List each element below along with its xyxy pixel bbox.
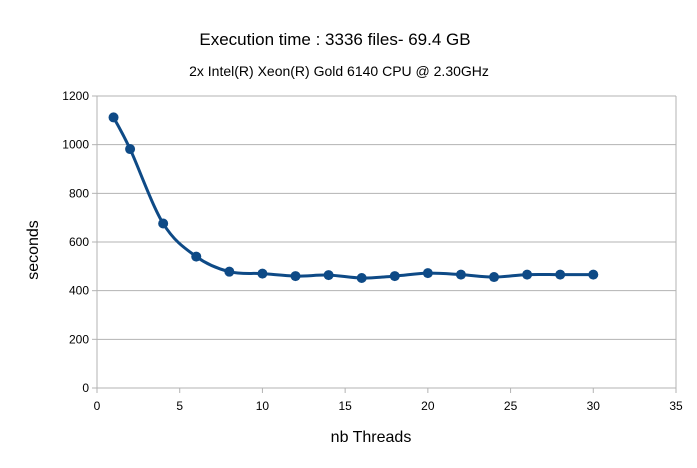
data-point [323, 270, 334, 281]
y-axis-label: seconds [25, 220, 42, 280]
data-point [158, 218, 169, 229]
series-group [108, 112, 599, 284]
data-point [522, 269, 533, 280]
chart-title: Execution time : 3336 files- 69.4 GB [199, 30, 470, 49]
data-point [455, 269, 466, 280]
x-tick-labels: 0 5 10 15 20 25 30 35 [94, 399, 683, 413]
data-point [588, 269, 599, 280]
data-point [290, 271, 301, 282]
y-tick-labels: 0 200 400 600 800 1000 1200 [62, 89, 89, 395]
axes [92, 95, 677, 393]
x-tick-label: 30 [587, 399, 601, 413]
data-point [389, 271, 400, 282]
x-tick-label: 25 [504, 399, 518, 413]
data-point [191, 251, 202, 262]
gridlines [97, 95, 676, 389]
data-point [224, 266, 235, 277]
data-point [489, 272, 500, 283]
y-tick-label: 0 [82, 381, 89, 395]
x-tick-label: 35 [669, 399, 683, 413]
data-point [257, 268, 268, 279]
y-tick-label: 800 [69, 186, 89, 200]
data-point [125, 144, 136, 155]
y-tick-label: 400 [69, 284, 89, 298]
data-point [108, 112, 119, 123]
y-tick-label: 600 [69, 235, 89, 249]
x-tick-label: 0 [94, 399, 101, 413]
series-line [112, 116, 594, 280]
x-tick-label: 15 [338, 399, 352, 413]
x-tick-label: 20 [421, 399, 435, 413]
data-point [422, 268, 433, 279]
x-tick-label: 5 [176, 399, 183, 413]
x-tick-label: 10 [256, 399, 270, 413]
x-axis-label: nb Threads [331, 429, 412, 446]
y-tick-label: 1000 [62, 138, 89, 152]
y-tick-label: 200 [69, 332, 89, 346]
data-point [555, 269, 566, 280]
data-point [356, 273, 367, 284]
y-tick-label: 1200 [62, 89, 89, 103]
chart-subtitle: 2x Intel(R) Xeon(R) Gold 6140 CPU @ 2.30… [189, 63, 489, 79]
